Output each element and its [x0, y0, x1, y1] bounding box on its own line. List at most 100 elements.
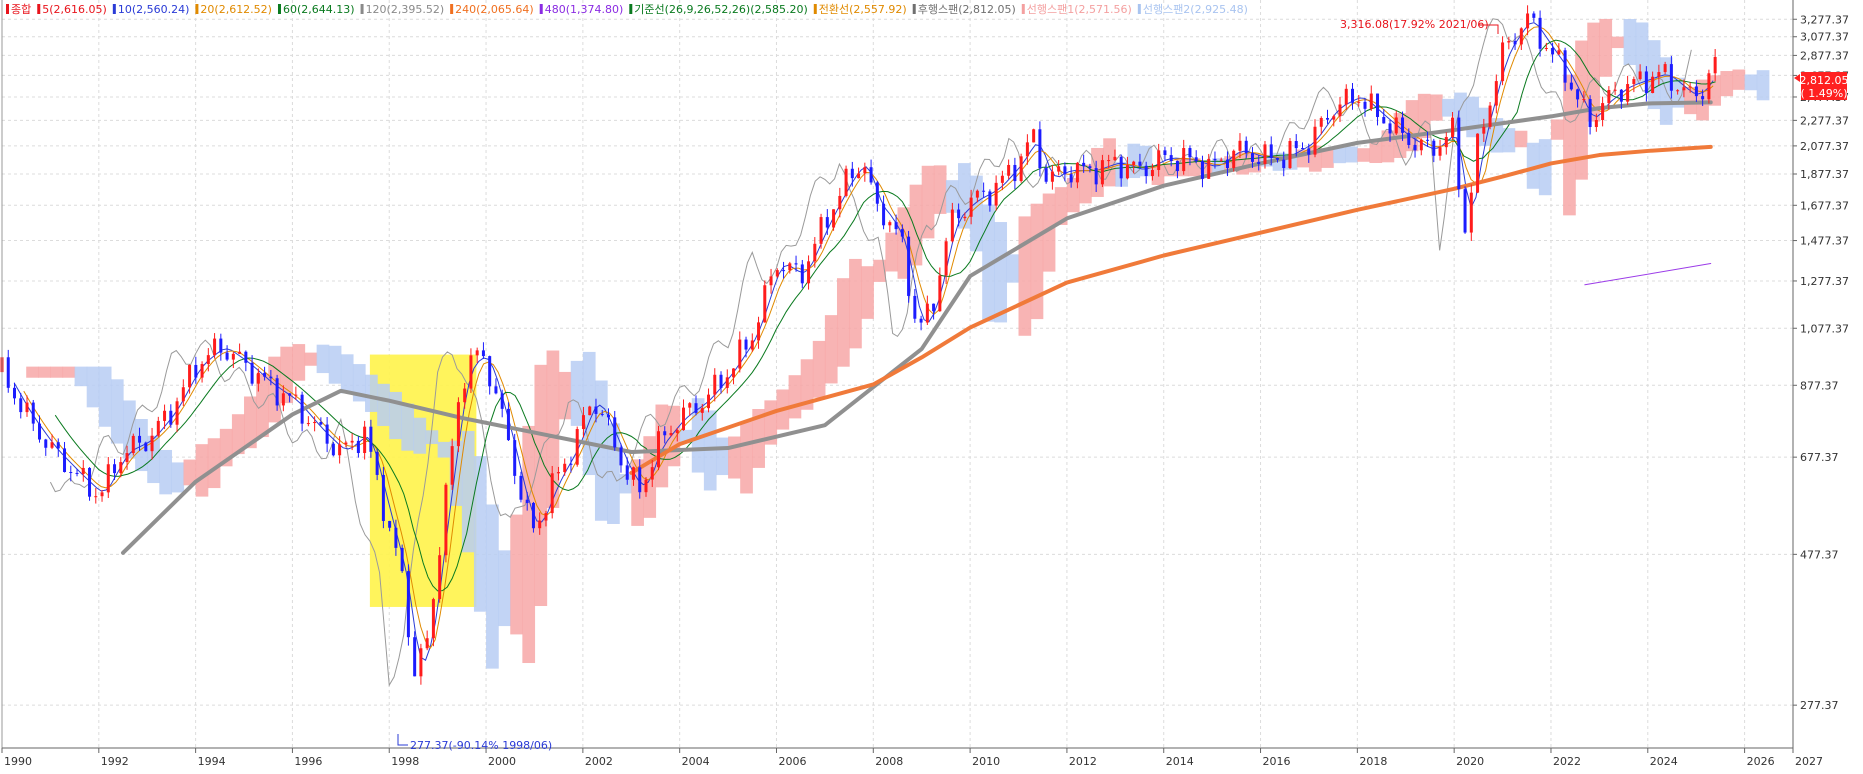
cloud-segment	[1006, 254, 1020, 283]
candle-body	[1069, 174, 1073, 183]
candle-body	[1501, 42, 1505, 82]
y-tick-label: 877.37	[1800, 379, 1839, 392]
cloud-segment	[558, 371, 572, 420]
candle-body	[1626, 84, 1630, 102]
candle-body	[1544, 47, 1548, 49]
candle-body	[1182, 148, 1186, 172]
candle-body	[106, 464, 110, 493]
candle-body	[219, 338, 223, 353]
candle-body	[1713, 56, 1717, 74]
candle-body	[263, 372, 267, 377]
candle-body	[406, 571, 410, 638]
legend-label: 240(2,065.64)	[455, 3, 534, 16]
candle-body	[1551, 47, 1555, 55]
cloud-segment	[1103, 138, 1116, 187]
cloud-segment	[619, 474, 632, 494]
cloud-segment	[752, 409, 765, 468]
candle-body	[1494, 81, 1498, 106]
candle-body	[1532, 13, 1536, 18]
candle-body	[925, 303, 929, 323]
legend-label: 10(2,560.24)	[118, 3, 190, 16]
candle-body	[175, 401, 179, 425]
legend-label: 후행스팬(2,812.05)	[918, 3, 1016, 16]
candle-body	[375, 451, 379, 475]
legend-swatch	[112, 4, 116, 14]
candle-body	[1451, 117, 1455, 138]
candle-body	[1557, 50, 1561, 55]
candle-body	[882, 203, 886, 226]
cloud-segment	[1151, 165, 1165, 185]
candle-body	[1419, 139, 1423, 151]
candle-body	[125, 453, 129, 463]
cloud-segment	[135, 419, 148, 472]
price-tag-pointer	[1794, 74, 1800, 82]
candle-body	[1463, 189, 1467, 233]
y-tick-label: 1,677.37	[1800, 199, 1849, 212]
candle-body	[1538, 17, 1542, 49]
cloud-segment	[498, 550, 511, 627]
x-tick-label: 2014	[1166, 755, 1194, 768]
candle-body	[1275, 157, 1279, 160]
candle-body	[732, 368, 736, 378]
legend-label: 60(2,644.13)	[283, 3, 355, 16]
legend: 종합 5(2,616.05) 10(2,560.24) 20(2,612.52) 60(…	[6, 3, 1248, 16]
candle-body	[113, 464, 117, 474]
cloud-segment	[1599, 18, 1613, 77]
candle-body	[319, 421, 323, 425]
y-tick-label: 2,877.37	[1800, 49, 1849, 62]
cloud-segment	[316, 344, 330, 374]
candle-body	[1057, 166, 1061, 172]
candle-body	[1407, 132, 1411, 145]
candle-body	[775, 270, 779, 277]
candle-body	[1607, 89, 1611, 104]
candlesticks	[0, 5, 1717, 685]
candle-body	[1388, 123, 1392, 134]
cloud-segment	[873, 259, 886, 282]
price-tag-value: 2,812.05	[1800, 74, 1849, 87]
candle-body	[1125, 165, 1129, 179]
legend-label: 선행스팬2(2,925.48)	[1143, 3, 1248, 16]
candle-body	[450, 446, 454, 485]
ichimoku-cloud	[26, 18, 1770, 669]
candle-body	[963, 216, 967, 219]
high-annotation: 3,316.08(17.92% 2021/06)	[1340, 18, 1499, 34]
cloud-segment	[292, 344, 306, 381]
candle-body	[782, 270, 786, 272]
cloud-segment	[1333, 147, 1346, 164]
cloud-segment	[1744, 74, 1758, 91]
x-tick-label: 2010	[972, 755, 1000, 768]
y-tick-label: 677.37	[1800, 451, 1839, 464]
cloud-segment	[812, 340, 826, 398]
candle-body	[431, 599, 435, 639]
candle-body	[1113, 156, 1117, 161]
cloud-segment	[1684, 86, 1697, 115]
cloud-segment	[958, 163, 971, 229]
candle-body	[1207, 158, 1211, 179]
candle-body	[1319, 118, 1323, 127]
candle-body	[331, 443, 335, 456]
candle-body	[1613, 89, 1617, 91]
candle-body	[1582, 99, 1586, 101]
cloud-segment	[401, 403, 415, 451]
y-tick-label: 3,277.37	[1800, 13, 1849, 26]
candle-body	[425, 638, 429, 649]
candle-body	[1382, 117, 1386, 124]
x-tick-label: 2008	[875, 755, 903, 768]
candle-body	[982, 190, 986, 192]
cloud-segment	[425, 430, 439, 445]
cloud-segment	[1054, 187, 1068, 225]
candle-body	[1282, 159, 1286, 169]
legend-label: 480(1,374.80)	[545, 3, 624, 16]
candle-body	[900, 229, 904, 237]
candle-body	[1344, 88, 1348, 105]
candle-body	[994, 182, 998, 206]
cloud-segment	[691, 398, 705, 473]
candle-body	[1269, 144, 1273, 158]
candle-body	[1244, 140, 1248, 154]
cloud-segment	[1357, 148, 1371, 162]
candle-body	[313, 421, 317, 424]
legend-swatch	[37, 4, 41, 14]
